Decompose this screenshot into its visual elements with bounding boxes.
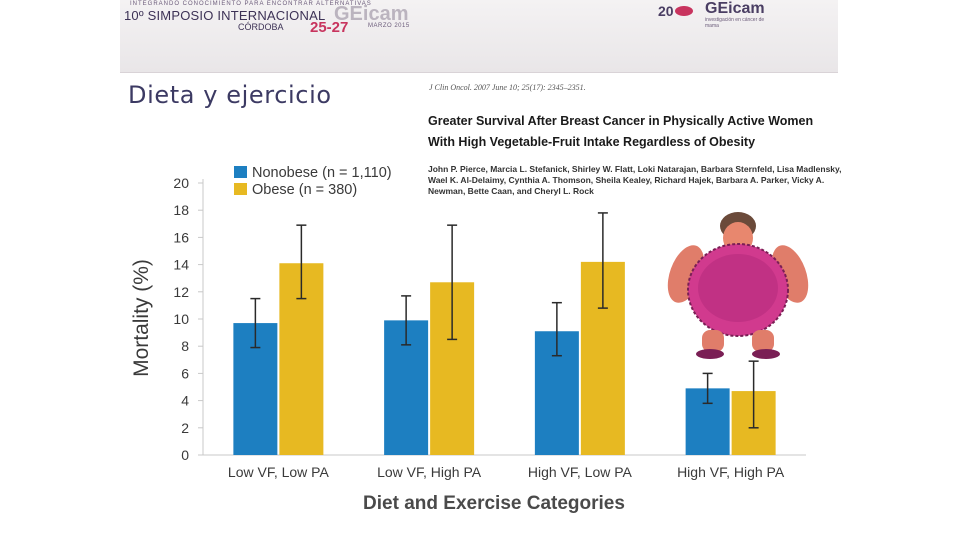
banner-dates: 25-27 [310, 19, 349, 36]
banner-month: MARZO 2015 [368, 23, 410, 29]
y-tick-label: 12 [173, 284, 189, 300]
banner-tagline: INTEGRANDO CONOCIMIENTO PARA ENCONTRAR A… [130, 1, 372, 7]
y-tick-label: 20 [173, 175, 189, 191]
geicam-logo: GEicam [705, 0, 765, 17]
article-title-line-2: With High Vegetable-Fruit Intake Regardl… [428, 135, 756, 149]
y-tick-label: 6 [181, 365, 189, 381]
banner-city: CÓRDOBA [238, 22, 284, 32]
event-banner: INTEGRANDO CONOCIMIENTO PARA ENCONTRAR A… [120, 0, 838, 73]
anniversary-number: 20 [658, 4, 674, 18]
banner-symposium: 10º SIMPOSIO INTERNACIONAL [124, 8, 326, 23]
x-tick-label: Low VF, Low PA [228, 464, 330, 480]
cartoon-woman-icon [667, 212, 809, 359]
y-tick-label: 14 [173, 257, 189, 273]
y-tick-label: 2 [181, 420, 189, 436]
legend-label: Obese (n = 380) [252, 182, 357, 198]
x-tick-label: High VF, Low PA [528, 464, 633, 480]
y-tick-label: 18 [173, 202, 189, 218]
article-authors: John P. Pierce, Marcia L. Stefanick, Shi… [428, 164, 842, 196]
banner-logo-watermark: GEicam [334, 3, 409, 25]
article-title: Greater Survival After Breast Cancer in … [428, 111, 848, 153]
chart-bars [233, 212, 776, 455]
legend-label: Nonobese (n = 1,110) [252, 165, 392, 181]
y-tick-label: 8 [181, 338, 189, 354]
y-tick-label: 4 [181, 393, 189, 409]
y-tick-label: 0 [181, 447, 189, 463]
slide-title: Dieta y ejercicio [128, 81, 332, 109]
y-tick-label: 10 [173, 311, 189, 327]
chart-legend: Nonobese (n = 1,110)Obese (n = 380) [234, 165, 392, 198]
x-tick-label: Low VF, High PA [377, 464, 482, 480]
legend-swatch [234, 166, 247, 178]
legend-swatch [234, 183, 247, 195]
anniversary-logo-icon: 20 [658, 4, 693, 18]
x-tick-label: High VF, High PA [677, 464, 785, 480]
geicam-logo-subtitle: investigación en cáncer de mama [705, 17, 765, 29]
article-citation: J Clin Oncol. 2007 June 10; 25(17): 2345… [429, 83, 586, 92]
x-axis-label: Diet and Exercise Categories [363, 493, 625, 514]
y-tick-label: 16 [173, 229, 189, 245]
y-axis-label: Mortality (%) [130, 259, 153, 377]
article-title-line-1: Greater Survival After Breast Cancer in … [428, 114, 814, 128]
